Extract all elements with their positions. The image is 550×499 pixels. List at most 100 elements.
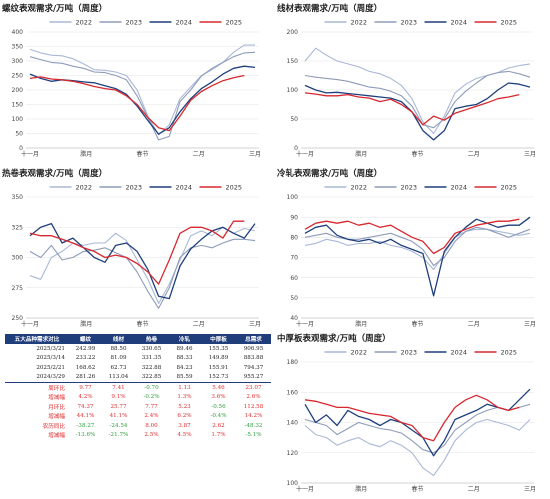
table-row-label: 增减幅	[48, 433, 65, 440]
legend-label: 2024	[451, 349, 468, 357]
table-header-row: 五大品种需求对比 螺纹 线材 热卷 冷轧 中厚板 总需求	[5, 334, 271, 344]
series-line-2023	[29, 238, 256, 309]
series-line-2025	[29, 220, 245, 285]
x-tick-label: 春节	[411, 485, 423, 493]
y-tick-label: 350	[12, 194, 24, 201]
series-line-2022	[304, 418, 531, 476]
table-cell: 955.27	[243, 374, 264, 381]
legend-item-2025: 2025	[474, 19, 518, 27]
plate-chart-panel: 中厚板表观需求/万吨（周度） 2022 2023 2024 2025 100 120 140…	[275, 330, 550, 495]
table-cell: -38.27	[76, 422, 95, 429]
series-line-2025	[29, 74, 245, 132]
legend-label: 2025	[501, 19, 518, 27]
table-cell: -5.1%	[245, 432, 262, 439]
table-row-label: 2025/2/21	[36, 364, 65, 371]
table-cell: -48.32	[244, 422, 263, 429]
series-line-2025	[304, 92, 520, 126]
legend-item-2024: 2024	[149, 19, 192, 27]
table-cell: -24.54	[109, 422, 128, 429]
series-line-2024	[304, 216, 531, 297]
legend-item-2023: 2023	[374, 19, 418, 27]
y-tick-label: 50	[290, 295, 298, 302]
chart-title: 热卷表观需求/万吨（周度）	[2, 169, 108, 179]
y-tick-label: 300	[12, 58, 24, 65]
table-cell: 1.3%	[177, 394, 192, 401]
table-cell: 155.35	[208, 345, 229, 352]
table-cell: 5.23	[178, 403, 191, 410]
chart-title: 中厚板表观需求/万吨（周度）	[277, 334, 391, 344]
y-tick-label: 100	[287, 87, 299, 94]
table-row: 2025/2/21 168.62 62.73 322.88 84.23 155.91 794…	[5, 363, 271, 373]
x-tick-label: 二月	[468, 151, 480, 158]
table-cell: 322.85	[141, 374, 162, 381]
y-tick-label: 250	[12, 315, 24, 322]
y-tick-label: 40	[290, 315, 298, 322]
x-tick-label: 二月	[193, 151, 205, 158]
table-cell: 233.22	[75, 355, 96, 362]
series-line-2024	[304, 82, 531, 141]
table-cell: 152.73	[208, 374, 229, 381]
y-tick-label: 100	[12, 116, 24, 123]
series-line-2023	[304, 403, 531, 454]
legend-label: 2022	[76, 184, 93, 192]
y-tick-label: 200	[12, 87, 24, 94]
table-row: 2025/3/21 242.99 88.50 330.65 89.46 155.35 906…	[5, 344, 271, 354]
table-cell: -13.6%	[75, 432, 96, 439]
series-line-2022	[29, 226, 256, 305]
rebar-chart-panel: 螺纹表观需求/万吨（周度） 2022 2023 2024 2025 0 50 100 150 2…	[0, 0, 275, 160]
legend-label: 2025	[226, 19, 243, 27]
table-cell: -0.56	[211, 403, 226, 410]
x-tick-label: 腊月	[80, 151, 92, 158]
table-cell: 4.5%	[177, 432, 192, 439]
y-tick-label: 200	[287, 29, 299, 36]
y-tick-label: 250	[12, 73, 24, 80]
table-cell: 242.99	[75, 345, 96, 352]
table-cell: 44.1%	[76, 413, 95, 420]
table-cell: 2.5%	[144, 432, 159, 439]
x-tick-label: 十一月	[21, 150, 39, 158]
table-cell: 149.89	[208, 355, 229, 362]
table-header-cell: 螺纹	[69, 334, 102, 344]
table-cell: 281.26	[75, 374, 96, 381]
table-header-cell: 热卷	[135, 334, 168, 344]
legend-item-2024: 2024	[149, 184, 192, 192]
table-row: 增减幅 -13.6% -21.7% 2.5% 4.5% 1.7% -5.1%	[5, 431, 271, 441]
x-tick-label: 二月	[468, 486, 480, 493]
y-tick-label: 275	[12, 285, 24, 292]
table-cell: -0.2%	[143, 394, 160, 401]
legend-item-2023: 2023	[99, 19, 142, 27]
legend-label: 2025	[501, 349, 518, 357]
table-cell: 4.2%	[78, 394, 93, 401]
legend-item-2022: 2022	[324, 184, 368, 192]
series-line-2023	[29, 51, 256, 141]
table-cell: 155.91	[208, 364, 229, 371]
table-cell: 41.1%	[109, 413, 128, 420]
table-row-label: 2024/3/29	[36, 374, 65, 381]
y-tick-label: 300	[12, 255, 24, 262]
table-cell: 794.37	[243, 364, 264, 371]
hotcoil-chart: 2022 2023 2024 2025 250 275 300 325 350 十一月 腊月 春节 二月…	[12, 184, 261, 329]
legend-item-2023: 2023	[99, 184, 142, 192]
legend-item-2023: 2023	[374, 184, 417, 192]
demand-comparison-table: 五大品种需求对比 螺纹 线材 热卷 冷轧 中厚板 总需求 2025/3/21 24…	[5, 334, 271, 440]
wire-chart-panel: 线材表观需求/万吨（周度） 2022 2023 2024 2025 0 50 100 150 2…	[275, 0, 550, 160]
table-cell: 883.88	[243, 355, 264, 362]
series-line-2022	[29, 44, 255, 136]
y-tick-label: 160	[287, 389, 299, 396]
x-tick-label: 二月	[468, 321, 480, 328]
table-header-cell: 中厚板	[201, 334, 236, 344]
table-row: 2024/3/29 281.26 113.04 322.85 85.59 152.73 95…	[5, 373, 271, 383]
x-tick-label: 二月	[193, 321, 205, 328]
series-line-2024	[304, 388, 531, 457]
x-tick-label: 春节	[136, 320, 148, 328]
table-cell: 1.7%	[211, 432, 226, 439]
table-header-cell: 冷轧	[168, 334, 201, 344]
plate-chart: 2022 2023 2024 2025 100 120 140 160 180 十一月 腊月 春节 二月…	[287, 349, 536, 494]
y-tick-label: 0	[19, 145, 23, 152]
legend-label: 2022	[351, 184, 368, 192]
legend-label: 2023	[401, 19, 418, 27]
legend-item-2024: 2024	[424, 184, 467, 192]
table-cell: 25.77	[110, 403, 127, 410]
y-tick-label: 90	[290, 214, 298, 221]
table-cell: 6.2%	[177, 413, 192, 420]
